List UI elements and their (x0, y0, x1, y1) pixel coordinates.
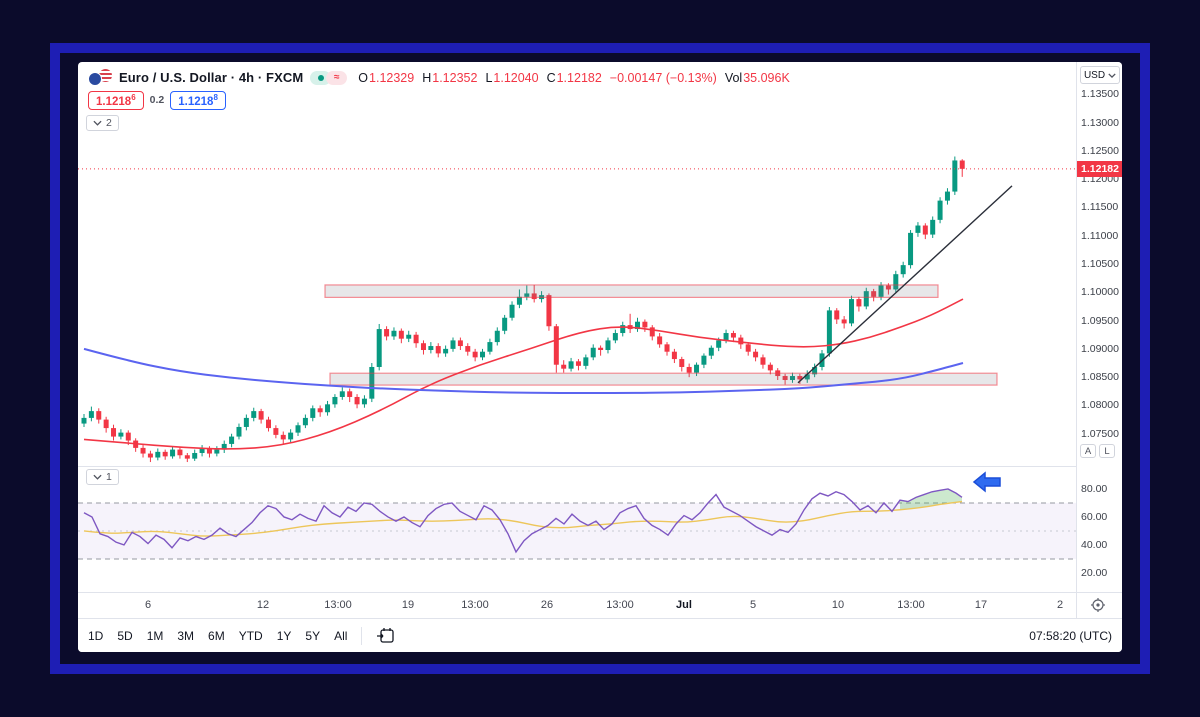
auto-scale-button[interactable]: A (1080, 444, 1096, 458)
time-axis-label: 26 (540, 599, 554, 611)
rsi-axis-label: 20.00 (1081, 566, 1108, 579)
decorative-blue-frame (50, 43, 1150, 674)
low-value: 1.12040 (493, 70, 539, 85)
pane-divider[interactable] (78, 466, 1122, 467)
price-axis-label: 1.13500 (1081, 88, 1119, 101)
change-value: −0.00147 (−0.13%) (609, 70, 717, 85)
rsi-axis-label: 80.00 (1081, 482, 1108, 495)
range-button-1y[interactable]: 1Y (276, 628, 292, 643)
ohlc-values: O 1.12329 H 1.12352 L 1.12040 C 1.12182 −0.0… (358, 71, 790, 85)
time-axis-label: 5 (749, 599, 757, 611)
volume-label: Vol (724, 70, 743, 85)
range-button-ytd[interactable]: YTD (238, 628, 263, 643)
sell-price-button[interactable]: 1.12186 (88, 91, 144, 110)
price-axis-label: 1.07500 (1081, 427, 1119, 440)
price-axis-label: 1.11000 (1081, 229, 1119, 242)
time-axis-label: 17 (974, 599, 988, 611)
log-scale-button[interactable]: L (1099, 444, 1115, 458)
chevron-down-icon (93, 120, 102, 126)
price-axis-label: 1.08000 (1081, 399, 1119, 412)
range-button-all[interactable]: All (334, 628, 348, 643)
time-axis-label: 6 (144, 599, 152, 611)
time-axis-label: 13:00 (324, 599, 352, 611)
time-axis-label: 2 (1056, 599, 1064, 611)
delayed-data-icon: ≈ (326, 70, 348, 85)
symbol-title[interactable]: Euro / U.S. Dollar · 4h · FXCM (119, 70, 304, 85)
time-axis-label: Jul (676, 599, 692, 611)
toolbar-divider (361, 626, 363, 645)
currency-selector[interactable]: USD (1080, 66, 1120, 84)
close-label: C (546, 70, 556, 85)
main-pane-collapse-button[interactable]: 2 (86, 115, 119, 131)
rsi-pane[interactable] (78, 466, 1076, 592)
buy-price-button[interactable]: 1.12188 (170, 91, 226, 110)
market-status-badges[interactable]: ≈ (310, 70, 348, 85)
range-button-6m[interactable]: 6M (208, 628, 225, 643)
market-open-dot-icon (310, 70, 332, 85)
open-label: O (358, 70, 369, 85)
axis-separator (1076, 593, 1077, 619)
time-axis[interactable]: 6 12 13:00 19 13:00 26 13:00 Jul 5 10 13:00 17 2 (78, 592, 1122, 619)
price-axis-label: 1.13000 (1081, 116, 1119, 129)
time-axis-label: 13:00 (461, 599, 489, 611)
chart-legend: Euro / U.S. Dollar · 4h · FXCM ≈ O 1.1232… (88, 69, 790, 86)
price-pane[interactable] (78, 62, 1076, 466)
range-button-1d[interactable]: 1D (88, 628, 104, 643)
high-value: 1.12352 (432, 70, 478, 85)
bid-ask-quotes: 1.12186 0.2 1.12188 (88, 91, 226, 110)
price-axis-label: 1.09000 (1081, 342, 1119, 355)
calendar-icon (377, 628, 395, 643)
price-axis-label: 1.12500 (1081, 144, 1119, 157)
chart-window: Euro / U.S. Dollar · 4h · FXCM ≈ O 1.1232… (78, 62, 1122, 652)
rsi-axis-label: 40.00 (1081, 538, 1108, 551)
spread-value: 0.2 (149, 94, 165, 107)
clock-utc[interactable]: 07:58:20 (UTC) (1029, 628, 1112, 643)
high-label: H (422, 70, 432, 85)
chevron-down-icon (1108, 72, 1116, 78)
time-axis-label: 19 (401, 599, 415, 611)
eurusd-pair-logo-icon (88, 69, 112, 86)
go-to-date-button[interactable] (376, 627, 395, 644)
range-button-3m[interactable]: 3M (177, 628, 195, 643)
range-button-1m[interactable]: 1M (146, 628, 164, 643)
left-arrow-annotation[interactable] (972, 471, 1001, 493)
low-label: L (485, 70, 493, 85)
time-axis-label: 12 (256, 599, 270, 611)
open-value: 1.12329 (369, 70, 415, 85)
close-value: 1.12182 (556, 70, 602, 85)
range-button-5d[interactable]: 5D (117, 628, 133, 643)
price-axis-label: 1.10000 (1081, 286, 1119, 299)
volume-value: 35.096K (743, 70, 790, 85)
indicator-pane-collapse-button[interactable]: 1 (86, 469, 119, 485)
range-button-5y[interactable]: 5Y (305, 628, 321, 643)
time-axis-label: 13:00 (606, 599, 634, 611)
price-axis-label: 1.10500 (1081, 258, 1119, 270)
price-axis-label: 1.08500 (1081, 371, 1119, 384)
last-price-badge: 1.12182 (1077, 161, 1122, 177)
bottom-toolbar: 1D 5D 1M 3M 6M YTD 1Y 5Y All 07:58:20 (UTC) (78, 618, 1122, 652)
price-axis-label: 1.09500 (1081, 314, 1119, 327)
price-axis-label: 1.11500 (1081, 201, 1119, 214)
rsi-axis-label: 60.00 (1081, 510, 1108, 523)
chevron-down-icon (93, 474, 102, 480)
axis-settings-gear-icon[interactable] (1090, 597, 1106, 613)
time-axis-label: 10 (831, 599, 845, 611)
price-axis[interactable]: USD 1.13500 1.13000 1.12500 1.12000 1.11500 1… (1076, 62, 1122, 592)
time-axis-label: 13:00 (897, 599, 925, 611)
